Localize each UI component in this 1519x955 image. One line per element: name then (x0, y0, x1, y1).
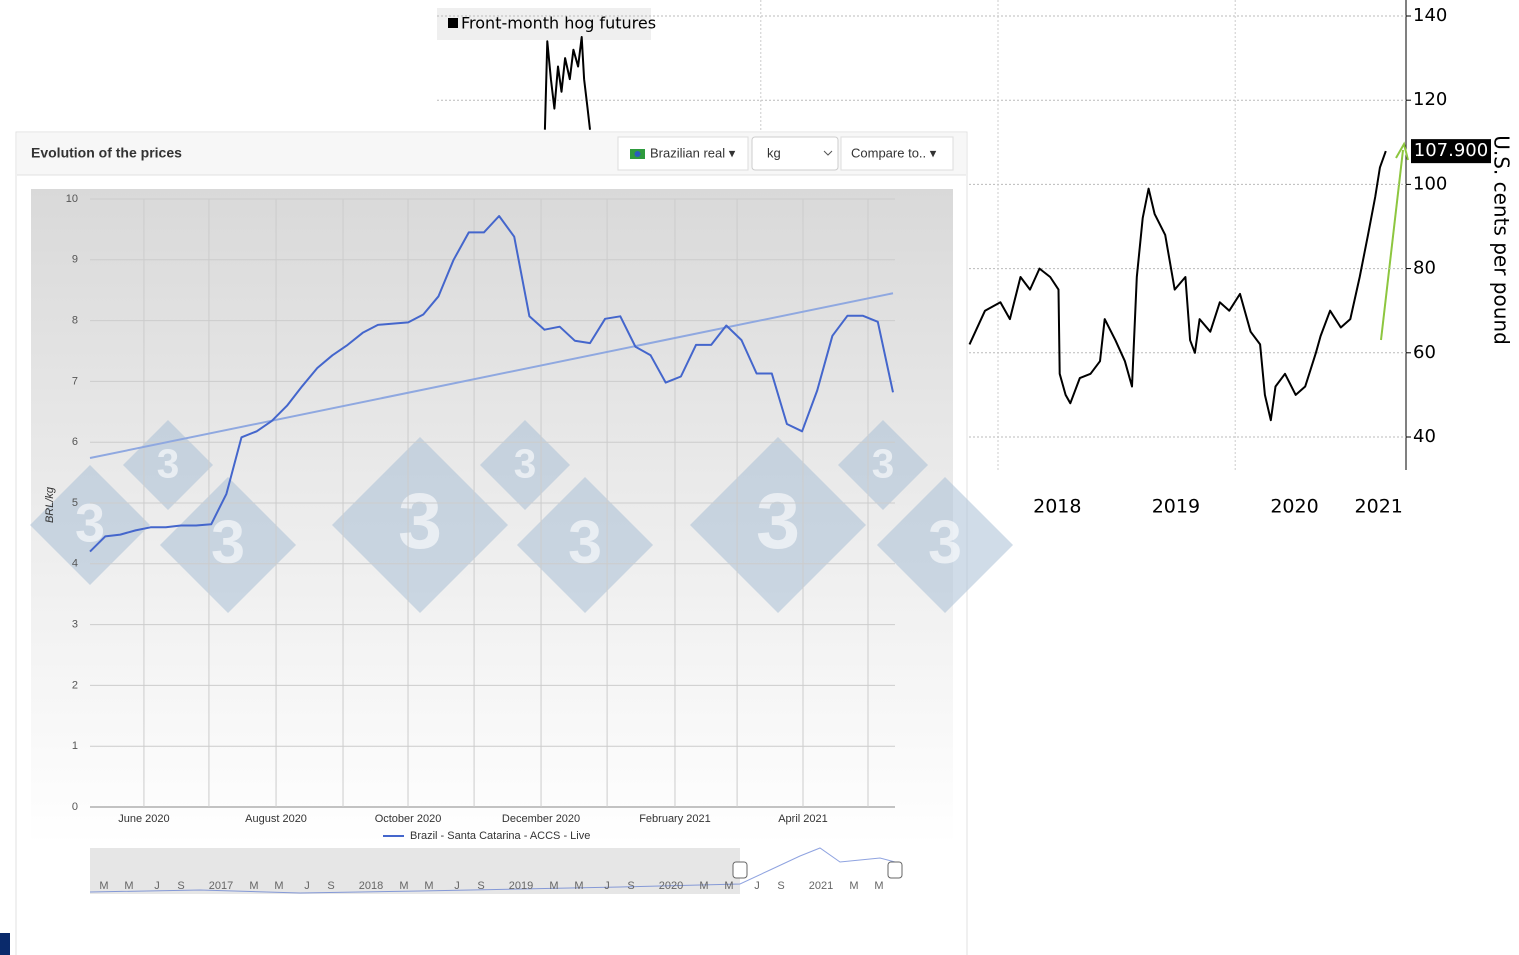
navigator-label: 2017 (209, 880, 233, 892)
watermark-digit: 3 (211, 508, 245, 576)
data-line (543, 36, 1387, 422)
watermark-digit: 3 (514, 441, 537, 487)
y-tick-label: 60 (1413, 342, 1436, 363)
watermark-diamond (517, 477, 653, 613)
watermark-diamond (160, 477, 296, 613)
y-tick-label: 120 (1413, 89, 1447, 110)
y-tick-label: 6 (72, 436, 78, 448)
navigator-label: S (327, 880, 334, 892)
y-tick-label: 80 (1413, 258, 1436, 279)
watermark-digit: 3 (568, 508, 602, 576)
navigator-label: M (399, 880, 408, 892)
watermark-digit: 3 (756, 476, 800, 565)
navigator-label: M (424, 880, 433, 892)
currency-label: Brazilian real ▾ (650, 145, 736, 160)
watermark-diamond (332, 437, 508, 613)
price-panel: Evolution of the prices Brazilian real ▾… (15, 131, 1013, 955)
front-plot: 0 1 2 3 4 5 6 7 8 9 10 June 2020 August 2020 October … (66, 193, 895, 842)
y-tick-label: 2 (72, 679, 78, 691)
y-tick-label: 10 (66, 193, 78, 205)
y-tick-label: 4 (72, 558, 78, 570)
legend-label: Brazil - Santa Catarina - ACCS - Live (410, 830, 590, 842)
corner-mark (0, 933, 10, 955)
watermark-digit: 3 (928, 508, 962, 576)
x-tick-label: December 2020 (502, 813, 580, 825)
x-tick-label: 2019 (1152, 496, 1200, 518)
compare-button[interactable] (840, 136, 954, 171)
y-tick-label: 5 (72, 497, 78, 509)
navigator-label: S (477, 880, 484, 892)
navigator-label: S (177, 880, 184, 892)
y-tick-label: 40 (1413, 426, 1436, 447)
navigator-handle[interactable] (732, 861, 748, 879)
navigator-label: M (249, 880, 258, 892)
legend-box (437, 8, 651, 40)
select-arrow (823, 150, 833, 156)
watermark-digit: 3 (872, 441, 895, 487)
navigator-label: J (304, 880, 310, 892)
watermark-digit: 3 (157, 441, 180, 487)
navigator-handle[interactable] (887, 861, 903, 879)
navigator-label: M (874, 880, 883, 892)
navigator-label: S (777, 880, 784, 892)
y-axis-label: U.S. cents per pound (1490, 135, 1514, 345)
data-line (89, 215, 894, 553)
navigator-label: J (454, 880, 460, 892)
navigator-label: M (549, 880, 558, 892)
navigator-mask (90, 848, 740, 894)
y-tick-label: 100 (1413, 173, 1447, 194)
x-tick-label: June 2020 (118, 813, 169, 825)
watermark-diamond (877, 477, 1013, 613)
compare-label: Compare to.. ▾ (851, 145, 937, 160)
x-tick-label: August 2020 (245, 813, 307, 825)
navigator-label: 2019 (509, 880, 533, 892)
y-tick-label: 140 (1413, 5, 1447, 26)
navigator-label: M (124, 880, 133, 892)
y-tick-label: 0 (72, 801, 78, 813)
x-tick-label: 2018 (1033, 496, 1081, 518)
y-tick-label: 1 (72, 740, 78, 752)
navigator-label: 2021 (809, 880, 833, 892)
x-tick-label: February 2021 (639, 813, 711, 825)
navigator-label: M (99, 880, 108, 892)
y-tick-label: 7 (72, 375, 78, 387)
navigator-label: M (274, 880, 283, 892)
arrow-head (1395, 141, 1409, 161)
navigator-label: 2018 (359, 880, 383, 892)
last-value-box (1411, 139, 1491, 164)
navigator-label: M (849, 880, 858, 892)
legend-label: Front-month hog futures (461, 14, 656, 33)
y-tick-label: 8 (72, 315, 78, 327)
arrow (1380, 149, 1404, 341)
x-tick-label: 2020 (1270, 496, 1318, 518)
x-tick-label: April 2021 (778, 813, 828, 825)
navigator-label: J (604, 880, 610, 892)
panel-title: Evolution of the prices (31, 145, 182, 161)
navigator-label: J (154, 880, 160, 892)
unit-select[interactable] (751, 136, 839, 171)
navigator-label: J (754, 880, 760, 892)
navigator-line (89, 847, 896, 894)
y-tick-label: 9 (72, 254, 78, 266)
navigator-label: M (724, 880, 733, 892)
watermark-digit: 3 (398, 476, 442, 565)
y-axis-label: BRL/kg (44, 486, 56, 523)
x-tick-label: 2021 (1355, 496, 1403, 518)
x-tick-label: October 2020 (375, 813, 442, 825)
last-value-label: 107.900 (1414, 140, 1488, 161)
unit-label: kg (767, 145, 781, 160)
watermark-digit: 3 (75, 493, 105, 553)
flag-globe (634, 151, 641, 157)
watermark-diamond (30, 465, 150, 585)
y-tick-label: 3 (72, 619, 78, 631)
watermark-diamond (690, 437, 866, 613)
navigator-label: 2020 (659, 880, 683, 892)
navigator-label: S (627, 880, 634, 892)
navigator-label: M (574, 880, 583, 892)
navigator-label: M (699, 880, 708, 892)
legend-swatch (448, 18, 458, 28)
trend-line (89, 292, 894, 459)
